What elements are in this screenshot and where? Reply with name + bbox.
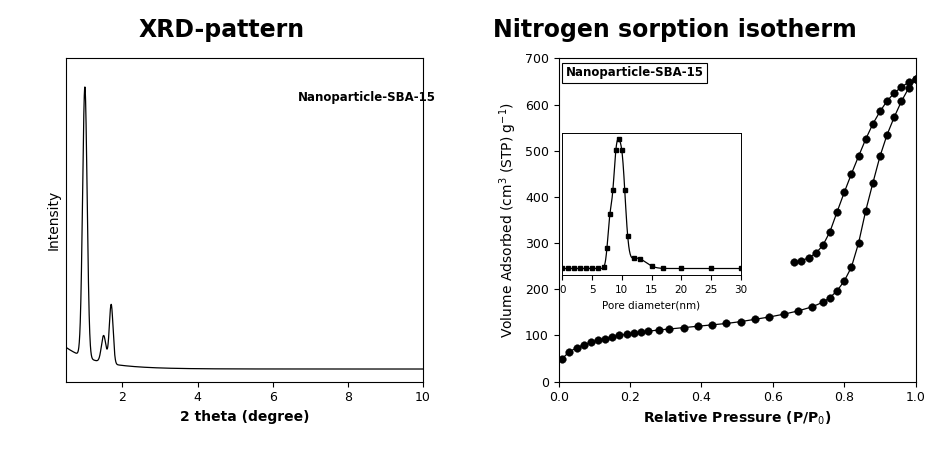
Text: Nanoparticle-SBA-15: Nanoparticle-SBA-15 — [565, 66, 704, 79]
Y-axis label: Intensity: Intensity — [46, 190, 60, 250]
Text: Nanoparticle-SBA-15: Nanoparticle-SBA-15 — [298, 91, 436, 104]
Text: Nitrogen sorption isotherm: Nitrogen sorption isotherm — [493, 18, 857, 42]
Y-axis label: Volume Adsorbed (cm$^3$ (STP) g$^{-1}$): Volume Adsorbed (cm$^3$ (STP) g$^{-1}$) — [497, 102, 519, 338]
X-axis label: Relative Pressure (P/P$_0$): Relative Pressure (P/P$_0$) — [643, 410, 832, 427]
Text: XRD-pattern: XRD-pattern — [139, 18, 305, 42]
X-axis label: 2 theta (degree): 2 theta (degree) — [179, 410, 310, 424]
